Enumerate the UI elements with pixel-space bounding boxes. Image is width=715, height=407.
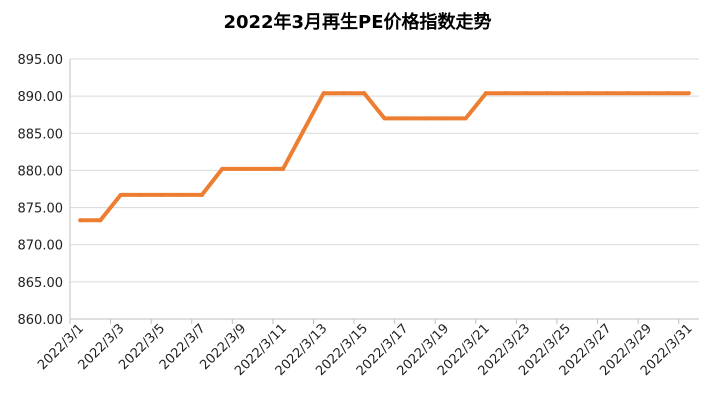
- y-tick-label: 875.00: [18, 202, 64, 217]
- y-tick-label: 890.00: [18, 90, 64, 105]
- data-point: [646, 91, 651, 96]
- data-point: [382, 116, 387, 121]
- data-point: [483, 91, 488, 96]
- data-point: [362, 91, 367, 96]
- data-point: [585, 91, 590, 96]
- data-point: [301, 129, 306, 134]
- data-point: [159, 192, 164, 197]
- data-point: [281, 166, 286, 171]
- data-point: [139, 192, 144, 197]
- data-point: [686, 91, 691, 96]
- data-point: [402, 116, 407, 121]
- data-point: [321, 91, 326, 96]
- series-line: [80, 91, 689, 223]
- data-point: [605, 91, 610, 96]
- y-tick-label: 885.00: [18, 127, 64, 142]
- data-point: [423, 116, 428, 121]
- data-point: [260, 166, 265, 171]
- data-point: [78, 218, 83, 223]
- data-point: [118, 192, 123, 197]
- y-tick-label: 860.00: [18, 313, 64, 328]
- data-point: [544, 91, 549, 96]
- data-point: [341, 91, 346, 96]
- data-point: [524, 91, 529, 96]
- data-point: [240, 166, 245, 171]
- data-point: [443, 116, 448, 121]
- y-tick-label: 880.00: [18, 164, 64, 179]
- chart-title: 2022年3月再生PE价格指数走势: [223, 12, 492, 33]
- data-point: [179, 192, 184, 197]
- data-point: [98, 218, 103, 223]
- y-tick-label: 865.00: [18, 276, 64, 291]
- data-point: [199, 192, 204, 197]
- data-point: [666, 91, 671, 96]
- data-point: [504, 91, 509, 96]
- data-point: [463, 116, 468, 121]
- y-tick-label: 895.00: [18, 53, 64, 68]
- data-point: [565, 91, 570, 96]
- y-tick-label: 870.00: [18, 239, 64, 254]
- data-point: [625, 91, 630, 96]
- data-point: [220, 166, 225, 171]
